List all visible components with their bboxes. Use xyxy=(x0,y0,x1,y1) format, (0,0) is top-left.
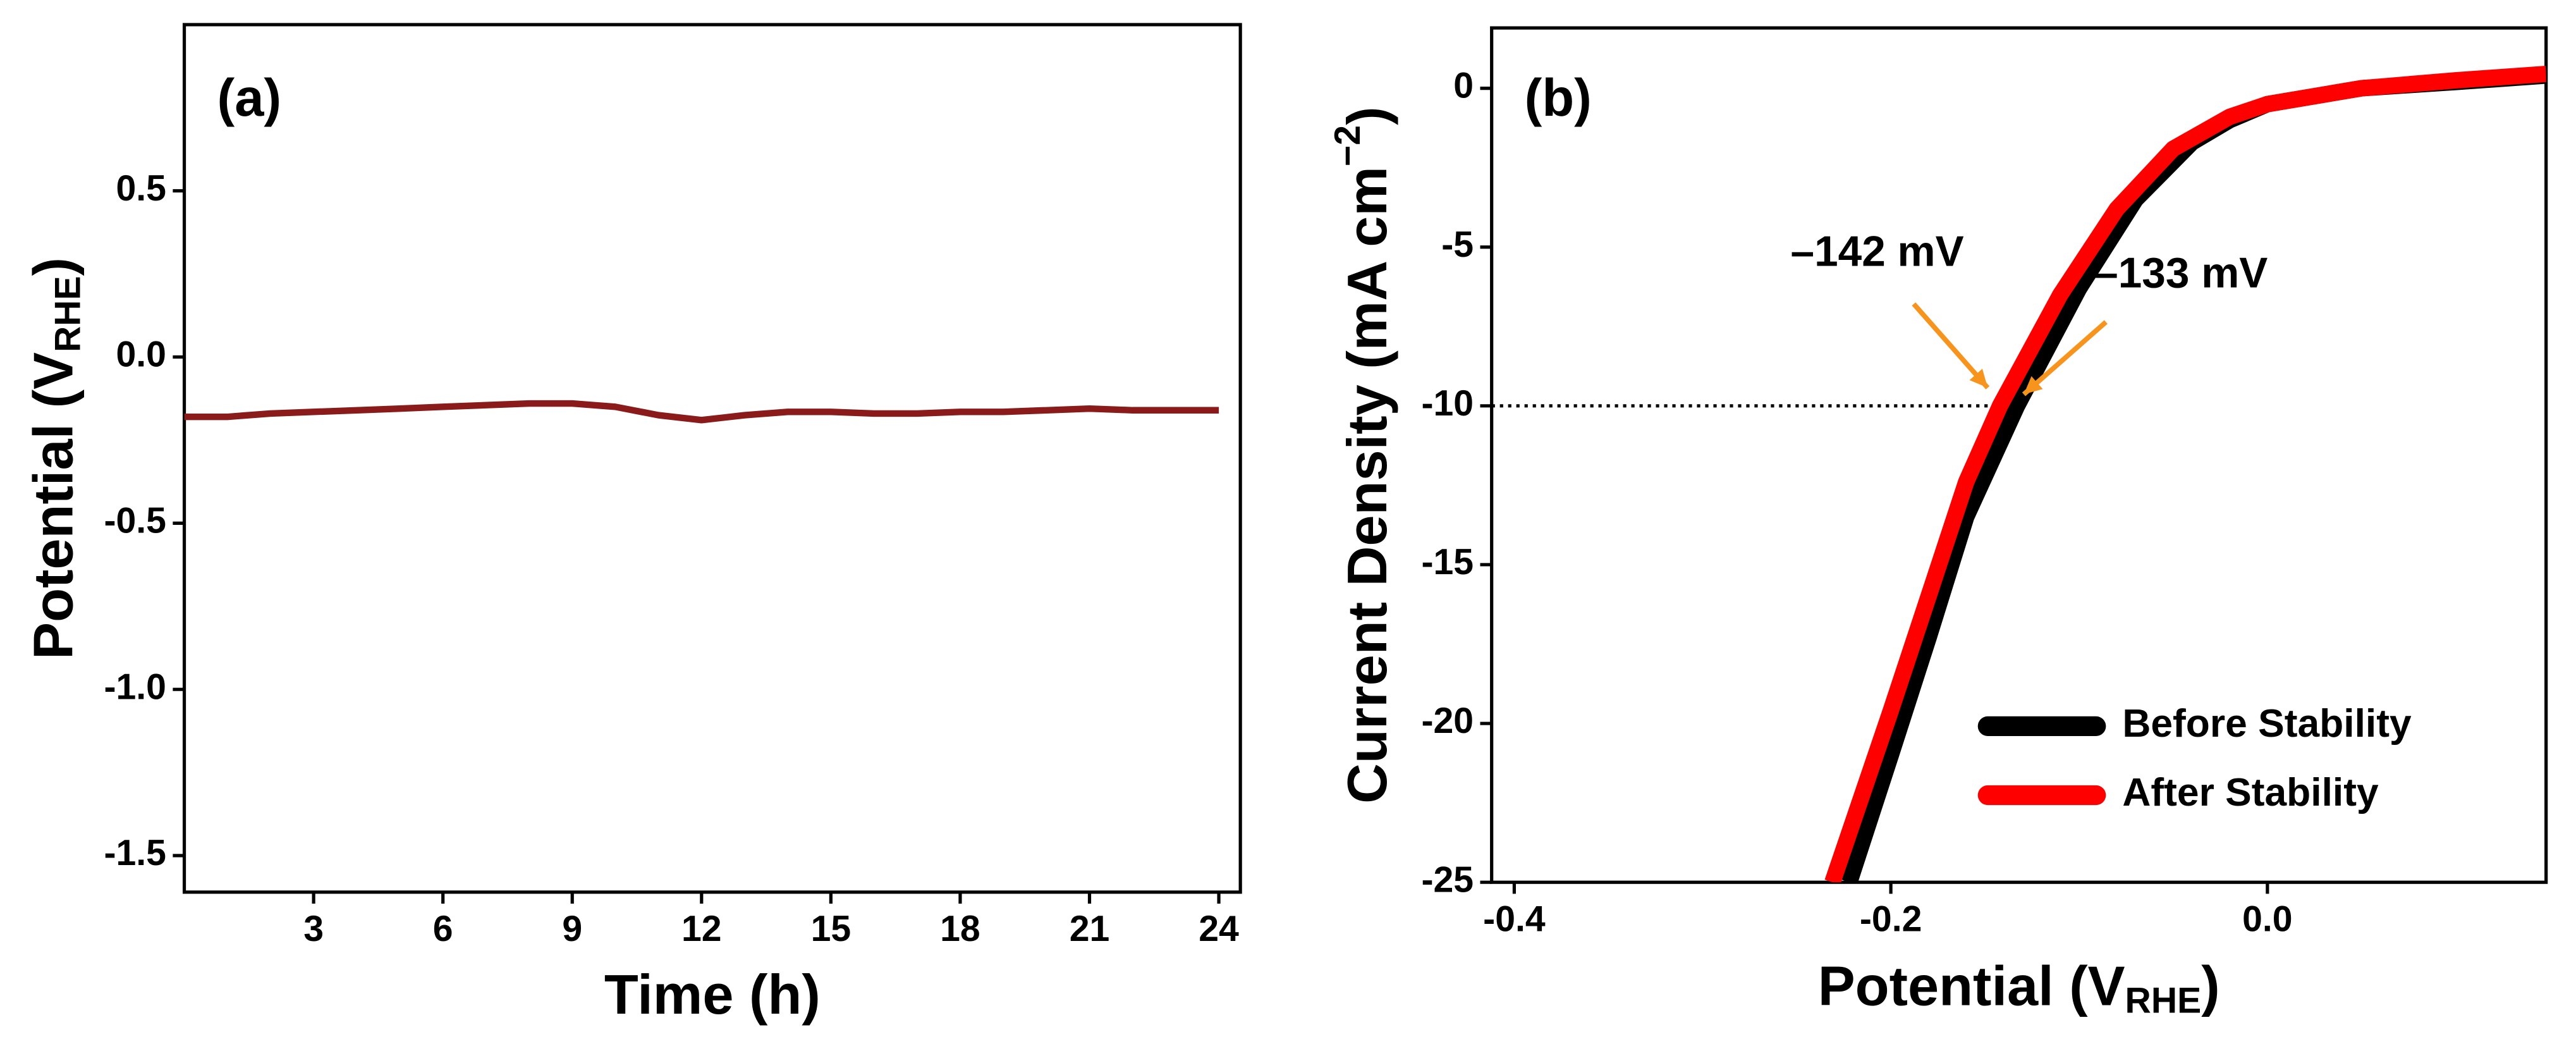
annotation: –133 mV xyxy=(2094,249,2268,297)
label-part: Potential (V xyxy=(22,352,85,660)
label-part: Potential (V xyxy=(1818,955,2125,1017)
label-part: ) xyxy=(1336,106,1398,125)
arrow-shaft xyxy=(2022,320,2108,396)
x-tick-label: 18 xyxy=(940,909,980,949)
y-tick-label: 0.0 xyxy=(116,335,166,375)
arrow-shaft xyxy=(1912,302,1990,390)
y-tick-label: -25 xyxy=(1421,859,1474,900)
x-axis-title: Time (h) xyxy=(604,963,821,1026)
arrow-head xyxy=(2024,376,2043,395)
arrow-head xyxy=(1969,369,1988,388)
x-tick-label: 3 xyxy=(303,909,324,949)
annotation: –142 mV xyxy=(1791,228,1964,276)
plot-frame xyxy=(1490,26,2548,884)
data-line xyxy=(1841,67,2546,883)
y-tick-label: -1.0 xyxy=(104,667,166,707)
y-axis-title: Potential (VRHE) xyxy=(22,257,89,660)
x-tick-label: 24 xyxy=(1199,909,1239,949)
y-axis-title: Current Density (mA cm−2) xyxy=(1328,106,1398,803)
y-tick-label: 0 xyxy=(1453,66,1474,106)
y-tick-label: -0.5 xyxy=(104,500,166,541)
label-part: ) xyxy=(22,257,85,276)
x-tick-label: -0.4 xyxy=(1483,899,1546,940)
y-tick-label: -20 xyxy=(1421,701,1474,741)
legend-label: After Stability xyxy=(2122,771,2379,814)
label-sub: RHE xyxy=(2125,981,2202,1021)
x-tick-label: 6 xyxy=(433,909,453,949)
y-tick-label: 0.5 xyxy=(116,168,166,209)
x-tick-label: 12 xyxy=(681,909,722,949)
panel-label: (a) xyxy=(217,68,282,127)
x-tick-label: 0.0 xyxy=(2242,899,2292,940)
y-tick-label: -5 xyxy=(1441,224,1474,265)
y-tick-label: -15 xyxy=(1421,542,1474,582)
label-sup: −2 xyxy=(1328,125,1368,166)
legend-label: Before Stability xyxy=(2122,702,2412,746)
panel-label: (b) xyxy=(1525,68,1592,127)
x-tick-label: 9 xyxy=(562,909,582,949)
x-tick-label: 15 xyxy=(811,909,852,949)
y-tick-label: -10 xyxy=(1421,383,1474,424)
label-part: ) xyxy=(2201,955,2219,1017)
x-tick-label: 21 xyxy=(1070,909,1110,949)
data-line xyxy=(184,400,1219,424)
data-line xyxy=(1824,65,2546,883)
label-sub: RHE xyxy=(48,276,89,352)
y-tick-label: -1.5 xyxy=(104,833,166,873)
x-axis-title: Potential (VRHE) xyxy=(1818,955,2220,1021)
label-part: Current Density (mA cm xyxy=(1336,166,1398,804)
plot-frame xyxy=(182,23,1242,894)
x-tick-label: -0.2 xyxy=(1860,899,1922,940)
